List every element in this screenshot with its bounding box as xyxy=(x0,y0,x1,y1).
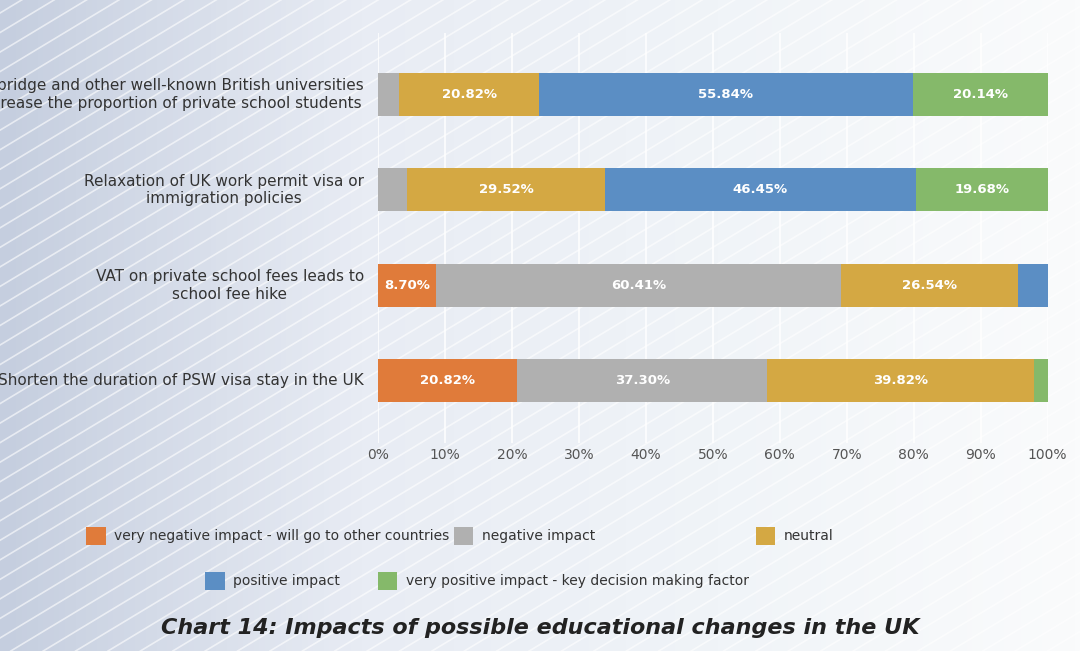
Text: 20.14%: 20.14% xyxy=(953,88,1008,101)
Bar xyxy=(436,264,840,307)
Text: 20.82%: 20.82% xyxy=(442,88,497,101)
Bar xyxy=(400,73,539,116)
Bar xyxy=(1034,359,1048,402)
Bar xyxy=(378,73,400,116)
Bar xyxy=(767,359,1034,402)
Text: 8.70%: 8.70% xyxy=(384,279,430,292)
Text: 60.41%: 60.41% xyxy=(611,279,666,292)
Text: neutral: neutral xyxy=(784,529,834,543)
Text: 26.54%: 26.54% xyxy=(902,279,957,292)
Bar xyxy=(378,264,436,307)
Text: Chart 14: Impacts of possible educational changes in the UK: Chart 14: Impacts of possible educationa… xyxy=(161,618,919,638)
Bar xyxy=(539,73,913,116)
Text: 20.82%: 20.82% xyxy=(420,374,475,387)
Text: positive impact: positive impact xyxy=(233,574,340,589)
Text: 37.30%: 37.30% xyxy=(615,374,670,387)
Text: very negative impact - will go to other countries: very negative impact - will go to other … xyxy=(114,529,449,543)
Bar xyxy=(840,264,1018,307)
Text: 46.45%: 46.45% xyxy=(732,184,788,197)
Text: very positive impact - key decision making factor: very positive impact - key decision maki… xyxy=(406,574,750,589)
Bar xyxy=(916,169,1048,212)
Bar xyxy=(605,169,916,212)
Bar xyxy=(913,73,1048,116)
Text: 55.84%: 55.84% xyxy=(699,88,753,101)
Bar xyxy=(407,169,605,212)
Text: 39.82%: 39.82% xyxy=(873,374,928,387)
Text: 19.68%: 19.68% xyxy=(955,184,1009,197)
Bar xyxy=(378,359,517,402)
Text: negative impact: negative impact xyxy=(482,529,595,543)
Bar xyxy=(517,359,767,402)
Text: 29.52%: 29.52% xyxy=(478,184,534,197)
Bar xyxy=(378,169,407,212)
Bar xyxy=(1018,264,1048,307)
